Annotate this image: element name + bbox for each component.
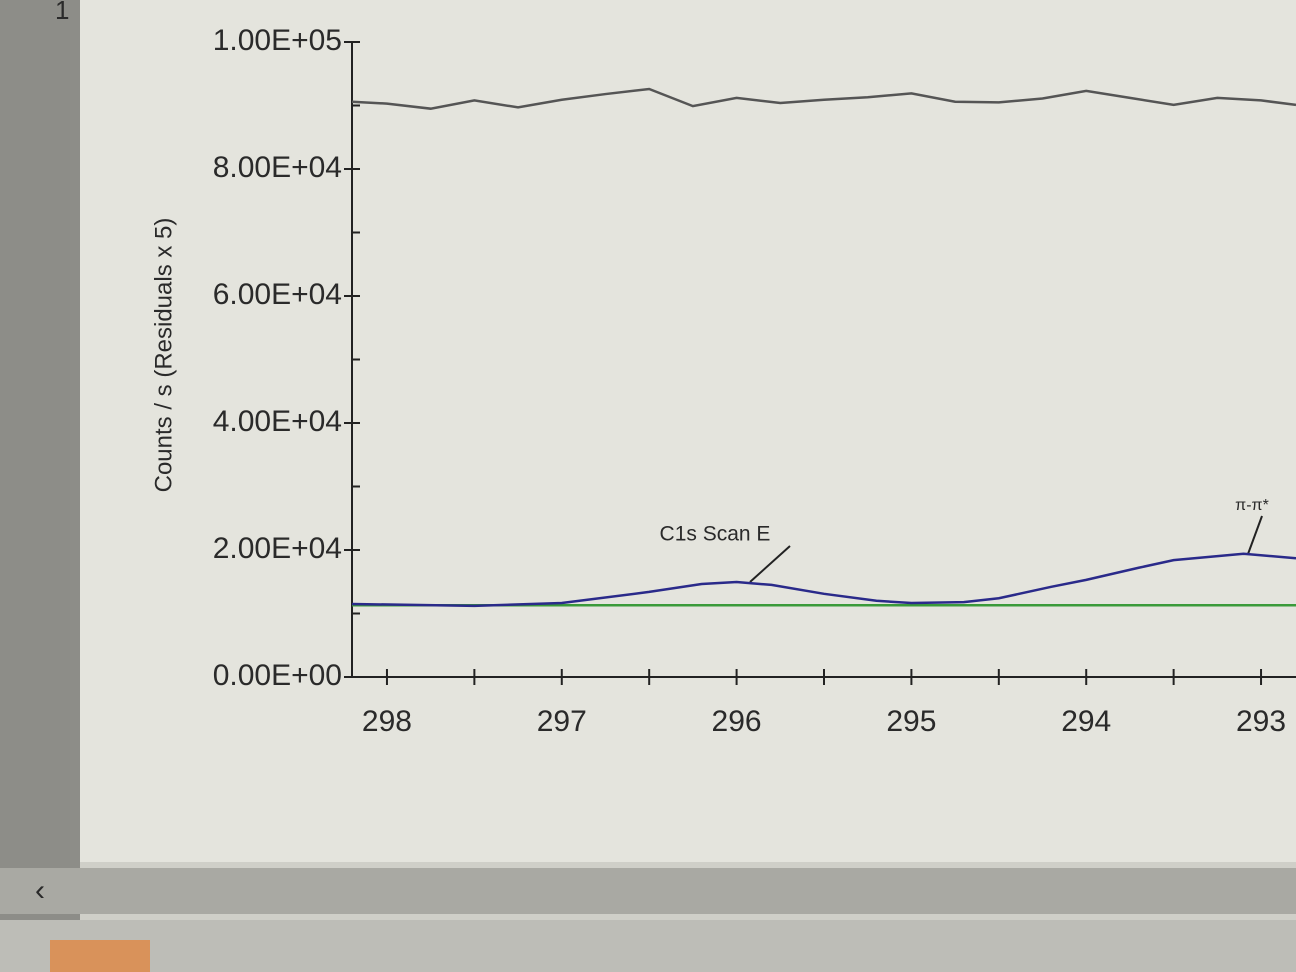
y-tick-label: 8.00E+04 (213, 151, 342, 184)
x-tick-label: 296 (712, 705, 762, 738)
y-axis-label: Counts / s (Residuals x 5) (150, 218, 177, 493)
annotation: C1s Scan E (660, 523, 771, 546)
y-tick-label: 4.00E+04 (213, 405, 342, 438)
series-line (351, 552, 1296, 608)
y-tick-label: 6.00E+04 (213, 278, 342, 311)
annotation-leader (1247, 515, 1263, 555)
y-tick-label: 2.00E+04 (213, 532, 342, 565)
toolbar (0, 920, 1296, 972)
x-tick-label: 294 (1061, 705, 1111, 738)
x-tick-label: 297 (537, 705, 587, 738)
plot-window (80, 0, 1296, 862)
x-tick-label: 293 (1236, 705, 1286, 738)
toolbar-button[interactable] (50, 940, 150, 972)
x-tick-label: 295 (886, 705, 936, 738)
left-panel (0, 0, 80, 972)
annotation-leader (749, 545, 791, 583)
x-tick-label: 298 (362, 705, 412, 738)
y-tick-label: 0.00E+00 (213, 659, 342, 692)
annotation: π-π* (1235, 497, 1269, 514)
y-tick-label: 1.00E+05 (213, 24, 342, 57)
scrollbar[interactable] (0, 868, 1296, 914)
series-line (351, 87, 1296, 110)
window-label: 1 (55, 0, 69, 25)
scroll-left-arrow[interactable]: ‹ (35, 874, 45, 907)
